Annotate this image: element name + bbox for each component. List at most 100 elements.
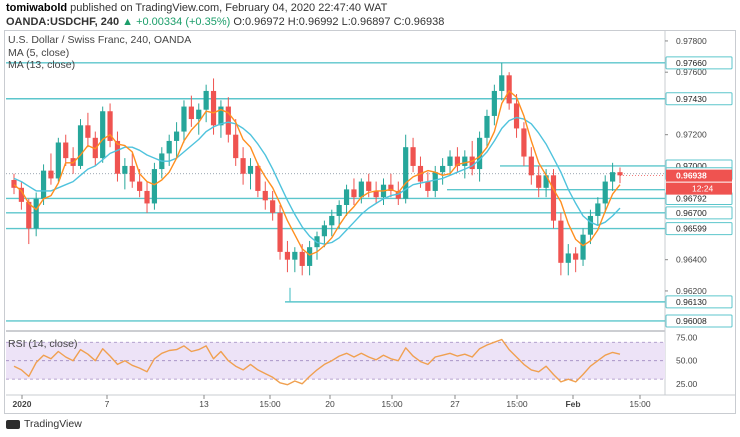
price-tick-label: 0.97800 [676, 36, 707, 46]
candle-body [336, 205, 342, 216]
candle-body [550, 175, 557, 221]
candle-body [595, 203, 601, 216]
open-value: O:0.96972 [233, 16, 285, 28]
candle-body [85, 125, 91, 138]
time-tick-label: 7 [105, 399, 110, 409]
candle-body [573, 253, 579, 260]
candle-body [11, 180, 17, 188]
candle-body [233, 134, 239, 159]
candle-body [277, 212, 283, 252]
time-tick-label: 2020 [13, 399, 32, 409]
level-label-box [665, 314, 733, 328]
level-label-box [665, 295, 733, 309]
candle-body [100, 111, 106, 159]
candle-body [521, 128, 527, 157]
level-label: 0.97430 [676, 94, 707, 104]
candle-body [284, 251, 291, 260]
chart-title-legend: U.S. Dollar / Swiss Franc, 240, OANDA [8, 34, 192, 46]
symbol-label: OANDA:USDCHF, 240 [6, 16, 120, 28]
ma5-line [13, 90, 621, 256]
candle-body [403, 147, 409, 199]
level-label: 0.96008 [676, 316, 707, 326]
candle-body [587, 215, 594, 235]
candle-body [151, 169, 158, 204]
candle-body [388, 184, 394, 191]
candle-body [343, 189, 350, 205]
level-label: 0.96700 [676, 208, 707, 218]
rsi-legend: RSI (14, close) [8, 338, 78, 350]
candle-body [425, 181, 431, 191]
close-value: C:0.96938 [393, 16, 445, 28]
ma13-legend: MA (13, close) [8, 59, 76, 71]
time-tick-label: 27 [450, 399, 460, 409]
rsi-line [13, 338, 621, 386]
candle-body [122, 165, 128, 174]
ma5-legend: MA (5, close) [8, 47, 70, 59]
time-tick-label: 15:00 [381, 399, 403, 409]
author-name[interactable]: tomiwabold [6, 2, 68, 14]
time-tick-label: 15:00 [506, 399, 528, 409]
candle-body [299, 251, 305, 266]
candle-body [26, 201, 32, 229]
candle-body [166, 140, 172, 154]
candle-body [247, 165, 254, 174]
countdown-tag [666, 182, 732, 195]
candle-body [617, 172, 623, 176]
candle-body [373, 190, 379, 198]
candle-body [181, 106, 187, 132]
candle-body [410, 147, 416, 166]
ma13-line [13, 116, 621, 245]
candle-body [270, 200, 276, 213]
candle-body [447, 156, 453, 166]
level-label: 0.97000 [676, 161, 707, 171]
candle-body [292, 251, 298, 260]
candle-body [144, 190, 150, 204]
published-text: published on TradingView.com, February 0… [70, 2, 388, 14]
time-tick-label: 15:00 [259, 399, 281, 409]
candle-body [395, 190, 401, 199]
candle-body [454, 156, 461, 166]
candle-body [307, 247, 313, 266]
candle-body [40, 170, 47, 199]
price-tick-label: 0.97600 [676, 67, 707, 77]
candle-body [255, 165, 261, 191]
price-tick-label: 0.96400 [676, 255, 707, 265]
level-label: 0.96130 [676, 297, 707, 307]
tradingview-logo-icon [6, 419, 20, 429]
level-label: 0.96599 [676, 224, 707, 234]
candle-body [543, 175, 549, 188]
high-value: H:0.96992 [287, 16, 339, 28]
level-label-box [665, 206, 733, 220]
candle-body [48, 170, 54, 179]
candle-body [513, 103, 520, 129]
level-label-box [665, 92, 733, 106]
candle-body [262, 190, 268, 201]
footer-brand[interactable]: TradingView [6, 418, 82, 430]
level-label: 0.97660 [676, 58, 707, 68]
change-value: ▲ +0.00334 (+0.35%) [122, 16, 231, 28]
candle-body [602, 181, 608, 204]
candle-body [491, 90, 497, 116]
header-bar: tomiwabold published on TradingView.com,… [0, 0, 740, 30]
candle-body [499, 75, 505, 91]
candle-body [77, 125, 84, 166]
candle-body [536, 175, 542, 188]
price-tick-label: 0.96200 [676, 286, 707, 296]
rsi-tick-label: 50.00 [676, 356, 698, 366]
candle-body [210, 90, 217, 126]
candle-body [18, 187, 24, 202]
candle-body [114, 140, 121, 174]
candle-body [462, 156, 468, 166]
candle-body [240, 158, 246, 174]
candle-body [137, 181, 143, 191]
brand-name: TradingView [24, 418, 82, 430]
candle-body [440, 165, 446, 173]
publish-info: tomiwabold published on TradingView.com,… [6, 2, 387, 14]
last-price-tag [666, 169, 732, 182]
candle-body [476, 137, 483, 170]
candle-body [218, 106, 224, 126]
candle-body [225, 106, 231, 135]
candle-body [506, 75, 512, 104]
candle-body [188, 106, 194, 120]
